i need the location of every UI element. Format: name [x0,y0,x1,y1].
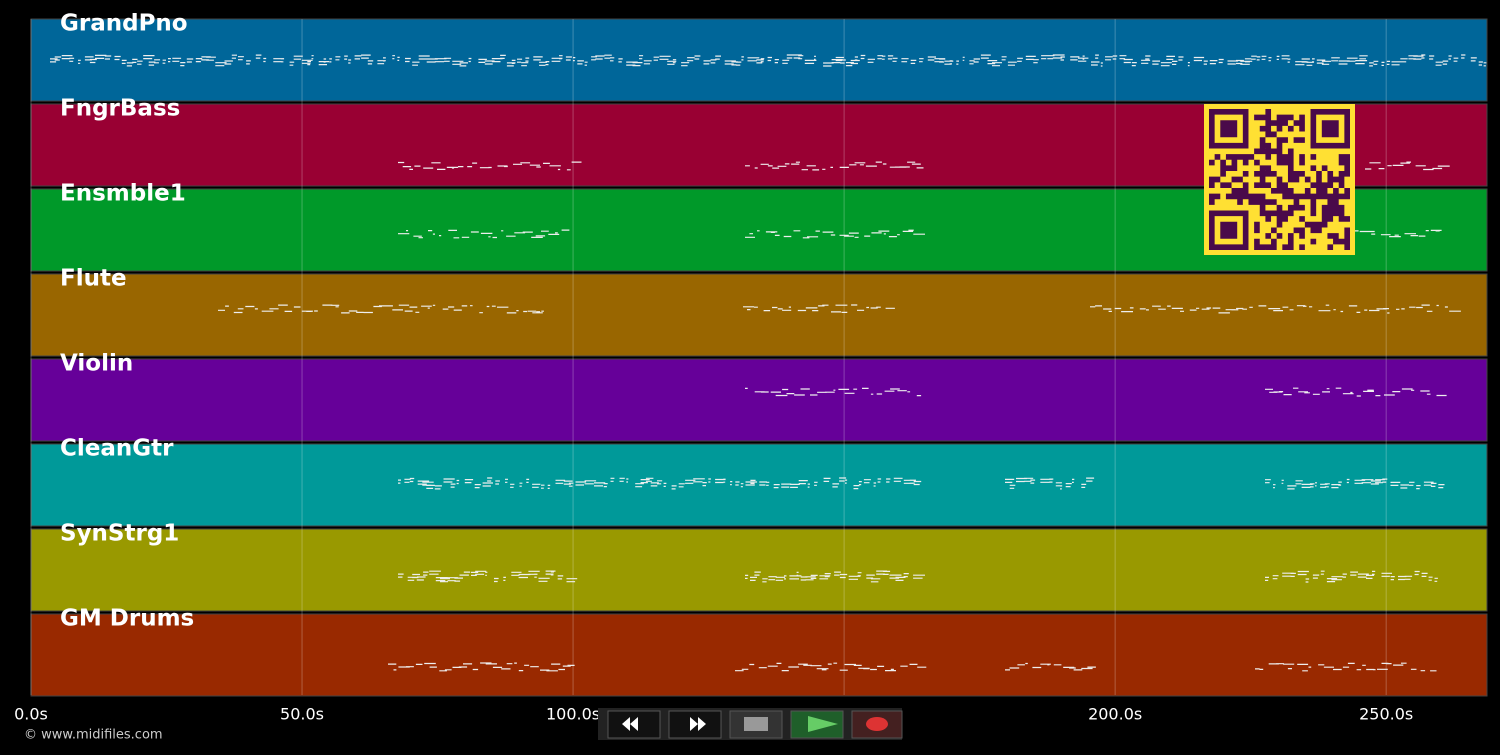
record-button[interactable] [851,710,903,739]
note-cluster [1365,161,1450,171]
note-cluster [745,161,924,171]
note-cluster [398,477,922,490]
qr-modules [1209,109,1350,250]
x-tick-label: 250.0s [1359,705,1413,724]
note-cluster [745,570,925,583]
stop-button[interactable] [729,710,783,739]
note-cluster [745,387,922,397]
note-cluster [1265,387,1447,397]
note-cluster [398,161,582,171]
track-name: GrandPno [60,11,188,37]
x-tick-label: 200.0s [1088,705,1142,724]
x-tick-label: 0.0s [14,705,48,724]
note-cluster [1005,477,1095,490]
controls [598,708,903,740]
labels: GrandPno FngrBass Ensmble1 Flute Violin Clean… [14,11,1413,724]
track-name: Ensmble1 [60,181,186,207]
grid [30,19,1387,695]
track-lane [30,528,1488,612]
track-name: SynStrg1 [60,521,179,547]
track-name: Violin [60,351,133,377]
track-name: Flute [60,266,127,292]
track-lane [30,358,1488,442]
note-cluster [1005,662,1096,671]
track-name: CleanGtr [60,436,174,462]
note-cluster [1265,478,1445,490]
note-cluster [1355,229,1442,238]
forward-button[interactable] [668,710,722,739]
rewind-button[interactable] [607,710,661,739]
note-cluster [218,304,544,314]
footer: © www.midifiles.com [24,728,163,743]
note-cluster [745,229,925,239]
track-lane [30,443,1488,527]
play-button[interactable] [790,710,844,739]
track-lane [30,273,1488,357]
note-cluster [735,662,927,672]
notes [50,54,1487,672]
x-tick-label: 100.0s [546,705,600,724]
track-name: GM Drums [60,606,194,632]
qr-code [1204,104,1355,255]
note-cluster [1265,570,1438,583]
track-lane [30,613,1488,697]
note-cluster [398,229,570,239]
note-cluster [1255,662,1437,672]
track-name: FngrBass [60,96,180,122]
note-cluster [743,304,895,313]
x-tick-label: 50.0s [280,705,324,724]
note-cluster [398,570,578,583]
note-cluster [388,662,575,672]
note-cluster [50,54,1487,67]
note-cluster [1090,304,1461,314]
